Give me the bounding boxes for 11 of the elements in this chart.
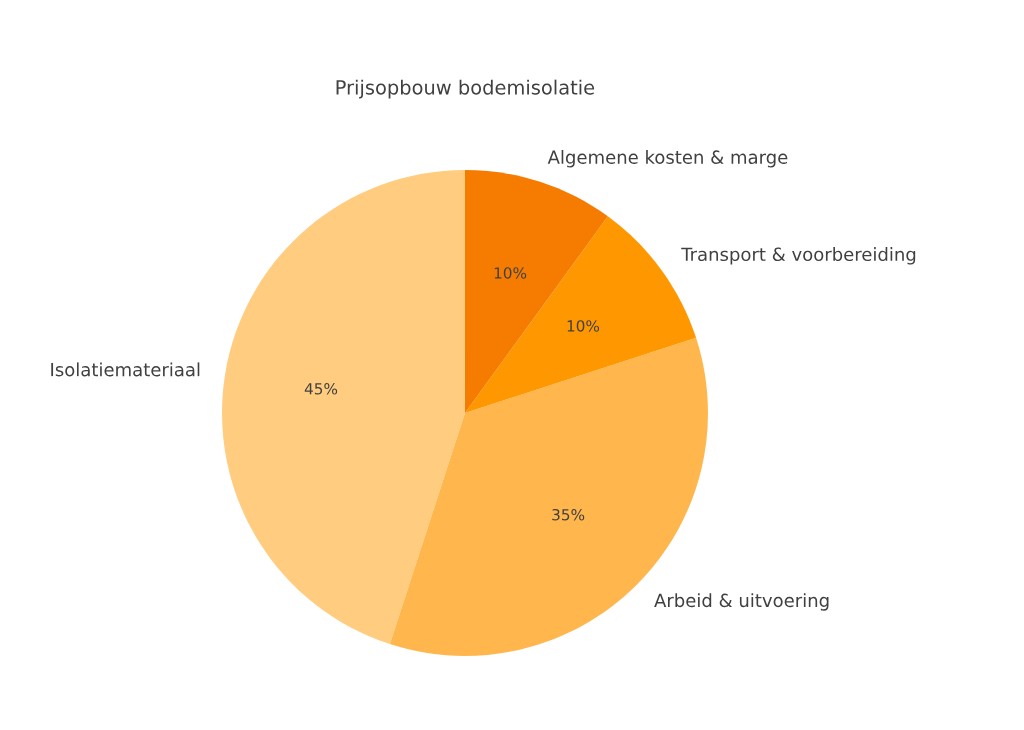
data-label: 10%: [567, 320, 600, 332]
pie-slice: [465, 169, 608, 413]
data-label: 35%: [552, 508, 585, 521]
slice-label: Algemene kosten & marge: [547, 150, 788, 168]
pie-slice: [222, 169, 465, 645]
slice-label: Transport & voorbereiding: [681, 247, 916, 265]
data-label: 45%: [304, 383, 338, 395]
slice-label: Arbeid & uitvoering: [654, 593, 829, 611]
chart-title: Prijsopbouw bodemisolatie: [336, 79, 595, 99]
slice-label: Isolatiemateriaal: [51, 362, 200, 377]
data-label: 10%: [494, 267, 527, 279]
